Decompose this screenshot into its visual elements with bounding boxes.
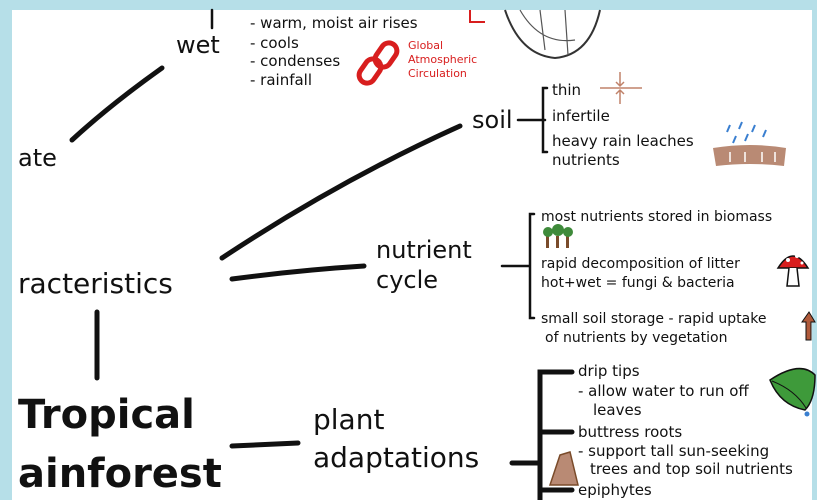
page: - warm, moist air rises - cools - conden… <box>0 0 817 500</box>
node-label: plant <box>313 403 384 436</box>
link-label: Atmospheric <box>408 53 477 66</box>
link-label: Global <box>408 39 443 52</box>
point: of nutrients by vegetation <box>545 330 727 346</box>
node-label: soil <box>472 106 513 134</box>
trees-icon <box>543 224 573 248</box>
node-label: adaptations <box>313 441 479 474</box>
point: - rainfall <box>250 71 312 89</box>
node-label: nutrient <box>376 236 472 264</box>
point: - warm, moist air rises <box>250 14 418 32</box>
point: - allow water to run off <box>578 382 749 400</box>
point: most nutrients stored in biomass <box>541 209 772 225</box>
central-node: ainforest <box>18 451 222 497</box>
point: infertile <box>552 107 610 125</box>
point: thin <box>552 81 581 99</box>
point: epiphytes <box>578 481 652 499</box>
point: - support tall sun-seeking <box>578 442 769 460</box>
connector <box>232 443 298 446</box>
point: - cools <box>250 34 299 52</box>
point: leaves <box>593 401 642 419</box>
point: small soil storage - rapid uptake <box>541 311 766 327</box>
mind-map: - warm, moist air rises - cools - conden… <box>0 0 817 500</box>
node-label: ate <box>18 144 57 172</box>
point: drip tips <box>578 362 640 380</box>
node-label: racteristics <box>18 267 173 300</box>
point: heavy rain leaches <box>552 132 694 150</box>
point: trees and top soil nutrients <box>590 460 793 478</box>
link-label: Circulation <box>408 67 467 80</box>
point: - condenses <box>250 52 340 70</box>
point: hot+wet = fungi & bacteria <box>541 275 735 291</box>
node-label: cycle <box>376 266 438 294</box>
node-label: wet <box>176 31 220 59</box>
point: nutrients <box>552 151 620 169</box>
central-node: Tropical <box>18 392 195 438</box>
point: buttress roots <box>578 423 682 441</box>
point: rapid decomposition of litter <box>541 256 740 272</box>
